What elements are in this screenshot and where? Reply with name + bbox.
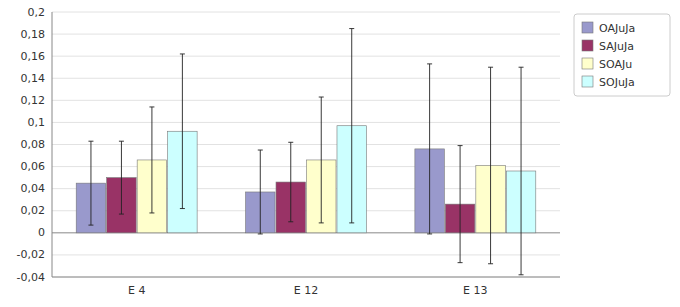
x-tick-label: E 13	[463, 284, 487, 297]
grid-line	[52, 34, 560, 35]
error-bar	[427, 64, 432, 234]
grid-line	[52, 254, 560, 255]
legend-label: SAJuJa	[599, 40, 634, 53]
y-axis-line	[52, 12, 53, 277]
error-bar	[519, 67, 524, 275]
error-bar	[458, 146, 463, 263]
error-bars	[88, 29, 523, 275]
y-tick-label: 0,18	[21, 28, 46, 41]
y-tick-label: 0,04	[21, 182, 46, 195]
y-grid	[52, 12, 560, 277]
y-tick-label: 0,16	[21, 50, 46, 63]
chart-container: -0,04 -0,02 0 0,02 0,04 0,06 0,08 0,1 0,12 0,14 0,…	[0, 0, 680, 307]
legend-swatch	[582, 40, 593, 51]
error-bar	[149, 107, 154, 213]
grid-line	[52, 78, 560, 79]
y-tick-labels: -0,04 -0,02 0 0,02 0,04 0,06 0,08 0,1 0,12 0,14 0,…	[17, 6, 45, 284]
legend-box	[574, 14, 670, 96]
legend-swatch	[582, 22, 593, 33]
y-tick-label: 0,2	[28, 6, 46, 19]
y-tick-label: -0,04	[17, 271, 45, 284]
error-bar	[349, 29, 354, 223]
legend-swatch	[582, 76, 593, 87]
grid-line	[52, 277, 560, 278]
error-bar	[319, 97, 324, 223]
chart-svg: -0,04 -0,02 0 0,02 0,04 0,06 0,08 0,1 0,12 0,14 0,…	[0, 0, 680, 307]
legend-label: OAJuJa	[599, 22, 635, 35]
y-tick-label: 0,02	[21, 204, 46, 217]
legend-label: SOJuJa	[599, 76, 635, 89]
grid-line	[52, 56, 560, 57]
error-bar	[288, 142, 293, 222]
legend-label: SOAJu	[599, 58, 632, 71]
y-tick-label: 0,14	[21, 72, 46, 85]
x-tick-label: E 12	[294, 284, 318, 297]
y-tick-label: 0,1	[28, 116, 46, 129]
error-bar	[488, 67, 493, 264]
error-bar	[258, 150, 263, 234]
y-tick-label: -0,02	[17, 248, 45, 261]
error-bar	[119, 141, 124, 214]
y-tick-label: 0,06	[21, 160, 46, 173]
y-tick-label: 0,08	[21, 138, 46, 151]
y-tick-label: 0,12	[21, 94, 46, 107]
error-bar	[180, 54, 185, 209]
grid-line	[52, 144, 560, 145]
legend-swatch	[582, 58, 593, 69]
grid-line	[52, 100, 560, 101]
x-axis-line	[52, 277, 560, 278]
y-tick-label: 0	[38, 226, 45, 239]
error-bar	[88, 141, 93, 225]
grid-line	[52, 122, 560, 123]
x-tick-label: E 4	[128, 284, 145, 297]
x-tick-labels: E 4 E 12 E 13	[128, 284, 488, 297]
bars	[76, 126, 536, 233]
legend: OAJuJa SAJuJa SOAJu SOJuJa	[574, 14, 670, 96]
grid-line	[52, 12, 560, 13]
